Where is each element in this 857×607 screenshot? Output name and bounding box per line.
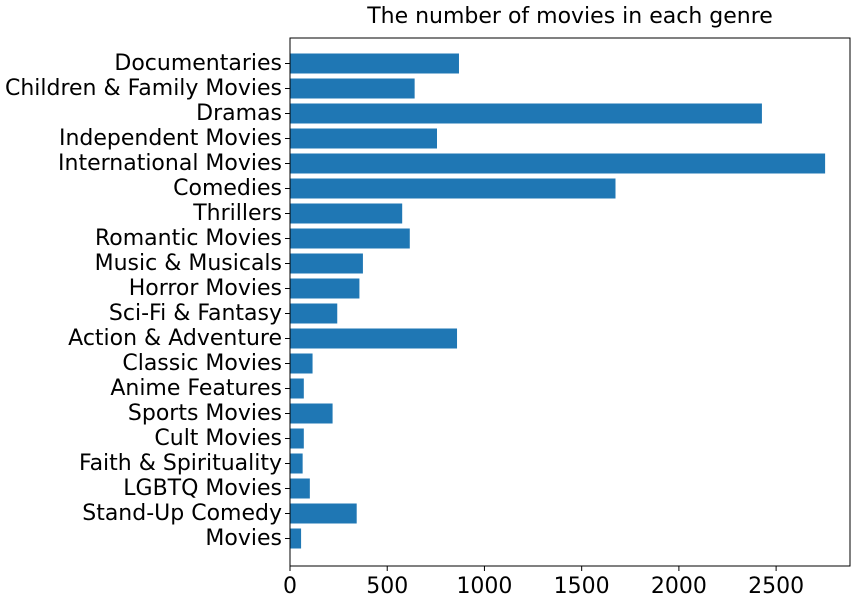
y-tick-label-5: Comedies bbox=[173, 176, 282, 201]
y-tick-label-3: Independent Movies bbox=[59, 126, 282, 151]
y-tick-label-18: Stand-Up Comedy bbox=[82, 501, 282, 526]
bar-19 bbox=[290, 528, 302, 549]
y-tick-label-11: Action & Adventure bbox=[68, 326, 282, 351]
bar-14 bbox=[290, 403, 333, 424]
bar-12 bbox=[290, 353, 313, 374]
bar-2 bbox=[290, 103, 762, 124]
y-tick-label-4: International Movies bbox=[58, 151, 282, 176]
x-tick-label-5: 2500 bbox=[748, 574, 804, 599]
bar-0 bbox=[290, 53, 459, 74]
y-tick-label-9: Horror Movies bbox=[129, 276, 282, 301]
x-tick-label-3: 1500 bbox=[554, 574, 610, 599]
bar-9 bbox=[290, 278, 360, 299]
y-tick-label-15: Cult Movies bbox=[154, 426, 282, 451]
y-tick-label-12: Classic Movies bbox=[122, 351, 282, 376]
bar-10 bbox=[290, 303, 338, 324]
bar-6 bbox=[290, 203, 403, 224]
bar-5 bbox=[290, 178, 616, 199]
plot-frame bbox=[289, 37, 851, 567]
bar-18 bbox=[290, 503, 357, 524]
bar-1 bbox=[290, 78, 415, 99]
x-tick-label-2: 1000 bbox=[456, 574, 512, 599]
x-tick-label-0: 0 bbox=[283, 574, 297, 599]
y-tick-label-1: Children & Family Movies bbox=[5, 76, 282, 101]
y-tick-label-2: Dramas bbox=[196, 101, 282, 126]
y-tick-label-17: LGBTQ Movies bbox=[123, 476, 282, 501]
y-tick-label-10: Sci-Fi & Fantasy bbox=[109, 301, 282, 326]
y-tick-label-19: Movies bbox=[205, 526, 282, 551]
bar-17 bbox=[290, 478, 310, 499]
x-ticks: 0 500 1000 1500 2000 2500 bbox=[283, 566, 804, 599]
bar-8 bbox=[290, 253, 363, 274]
y-tick-label-6: Thrillers bbox=[192, 201, 282, 226]
y-tick-label-14: Sports Movies bbox=[128, 401, 282, 426]
bar-11 bbox=[290, 328, 458, 349]
bar-13 bbox=[290, 378, 304, 399]
bar-7 bbox=[290, 228, 410, 249]
bar-16 bbox=[290, 453, 303, 474]
y-tick-label-16: Faith & Spirituality bbox=[79, 451, 282, 476]
x-tick-label-1: 500 bbox=[366, 574, 408, 599]
bar-3 bbox=[290, 128, 437, 149]
y-tick-label-7: Romantic Movies bbox=[95, 226, 282, 251]
bar-4 bbox=[290, 153, 826, 174]
y-tick-label-8: Music & Musicals bbox=[95, 251, 282, 276]
bars-group bbox=[290, 53, 826, 549]
bar-15 bbox=[290, 428, 304, 449]
x-tick-label-4: 2000 bbox=[651, 574, 707, 599]
y-tick-label-13: Anime Features bbox=[110, 376, 282, 401]
chart-title: The number of movies in each genre bbox=[366, 4, 773, 29]
y-tick-label-0: Documentaries bbox=[114, 51, 282, 76]
